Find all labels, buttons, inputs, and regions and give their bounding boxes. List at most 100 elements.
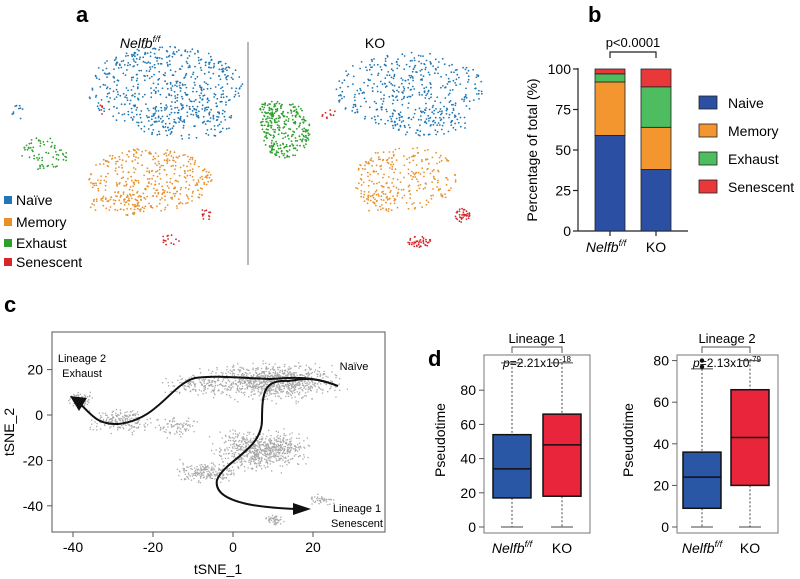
dot-naive [174,97,177,100]
dot-naive [174,70,177,73]
dot-exhaust [275,102,278,105]
dot-cell [143,426,146,428]
dot-cell [243,368,245,370]
dot-cell [279,389,281,391]
dot-naive [474,83,476,86]
dot-memory [390,189,392,192]
dot-memory [166,191,169,194]
dot-exhaust [65,152,68,154]
dot-cell [272,461,274,463]
dot-cell [323,373,325,375]
dot-cell [270,519,273,522]
dot-memory [134,168,137,171]
dot-memory [438,156,441,159]
dot-memory [148,170,151,173]
dot-cell [287,387,289,389]
dot-naive [124,74,127,76]
dot-exhaust [261,124,264,127]
dot-cell [308,386,310,388]
dot-cell [279,444,281,447]
dot-cell [220,469,222,471]
dot-memory [148,151,151,154]
dot-cell [289,382,291,385]
dot-cell [237,389,240,392]
dot-memory [393,202,396,205]
dot-cell [251,383,253,385]
dot-memory [380,198,383,201]
dot-cell [208,467,210,469]
dot-naive [375,102,378,105]
dot-exhaust [280,150,283,153]
dot-naive [151,131,154,134]
dot-cell [254,387,257,389]
dot-memory [439,154,442,157]
dot-naive [396,63,399,66]
dot-cell [230,450,232,452]
dot-memory [91,203,94,205]
dot-cell [275,458,277,460]
dot-cell [243,373,245,376]
dot-cell [275,389,277,391]
dot-cell [251,447,253,449]
dot-cell [258,463,260,465]
dot-cell [185,478,187,480]
dot-exhaust [278,129,281,132]
dot-cell [235,391,237,393]
dot-memory [201,194,203,197]
dot-naive [440,75,442,78]
dot-cell [121,417,123,420]
dot-memory [171,196,174,199]
dot-exhaust [32,146,35,149]
dot-cell [266,435,268,438]
dot-naive [106,60,108,62]
dot-cell [269,450,272,452]
dot-cell [202,465,204,468]
dot-memory [90,173,92,175]
dot-cell [228,439,230,442]
dot-cell [226,374,228,377]
dot-cell [279,446,282,448]
dot-memory [135,152,138,154]
dot-memory [95,182,97,185]
dot-naive [123,113,126,115]
dot-naive [439,110,441,113]
panel-a-dots [11,45,483,249]
bar-naive-ko [640,169,672,232]
dot-memory [367,184,370,187]
dot-cell [266,452,269,455]
dot-cell [250,382,252,384]
dot-cell [183,478,186,481]
dot-memory [143,196,146,199]
dot-cell [218,467,220,469]
dot-naive [97,102,100,104]
dot-cell [294,388,297,391]
dot-cell [269,439,272,441]
dot-naive [133,51,136,54]
dot-naive [169,45,172,48]
dot-senescent [421,235,424,238]
dot-naive [463,100,465,102]
dot-cell [239,461,241,463]
dot-cell [294,448,296,450]
dot-cell [253,443,256,446]
dot-cell [233,462,235,464]
dot-cell [187,429,190,431]
dot-senescent [334,110,336,113]
dot-naive [391,62,393,65]
dot-naive [429,61,432,63]
dot-senescent [407,241,409,244]
dot-cell [255,450,257,452]
dot-naive [154,112,157,115]
dot-exhaust [275,151,278,154]
dot-naive [432,112,435,115]
dot-naive [95,94,98,97]
dot-cell [270,393,272,395]
dot-naive [166,106,168,108]
dot-naive [452,126,455,129]
dot-memory [421,206,423,209]
dot-cell [271,446,273,448]
dot-cell [131,424,133,427]
dot-cell [223,442,226,444]
dot-cell [299,383,301,385]
dot-memory [445,177,448,179]
